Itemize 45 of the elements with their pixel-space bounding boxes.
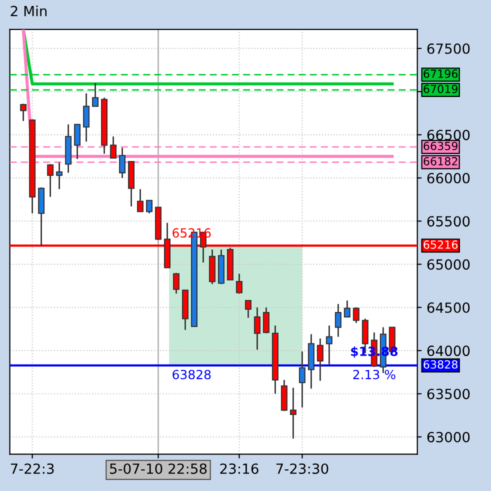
y-tick-label: 63500 [427,388,470,400]
candlestick [344,300,350,318]
ref-line-label: 67019 [424,84,458,94]
ref-line-label: 67196 [424,70,458,78]
candlestick [110,136,117,159]
candlestick [74,124,81,160]
annotation: 65216 [172,228,211,238]
candlestick [146,200,153,214]
candlestick [316,338,324,382]
annotation: 63828 [172,370,211,380]
x-tick-label: 7-22:3 [10,463,54,474]
y-tick-label: 67500 [427,43,470,54]
candlestick [244,300,252,318]
ref-line-label: 63828 [424,360,458,369]
x-tick-label: 7-23:30 [276,463,328,474]
y-tick-label: 63000 [427,432,470,442]
candlestick [47,163,54,198]
candlestick [92,82,99,107]
candlestick [262,306,270,334]
candlestick [137,188,144,212]
x-tick-label: 23:16 [220,463,258,474]
candlestick [119,147,126,179]
candlestick [352,306,360,324]
annotation: 2.13 % [353,370,396,380]
y-tick-label: 65500 [427,216,470,227]
candlestick [172,272,180,294]
x-tick-label: 5-07-10 22:58 [110,463,207,474]
y-tick-label: 64000 [427,346,470,356]
ref-line-label: 66359 [424,142,458,150]
candlestick [56,162,63,190]
chart-title: 2 Min [10,6,47,16]
y-tick-label: 66000 [427,172,470,184]
y-tick-label: 66500 [427,130,470,140]
candlestick [20,103,27,122]
y-tick-label: 65000 [427,259,470,270]
y-tick-label: 64500 [427,302,470,313]
candlestick [83,92,90,142]
candlestick [236,273,242,294]
candlestick [254,306,260,350]
candlestick [290,387,296,440]
candlestick [334,303,342,338]
candlestick [298,350,306,408]
ref-line-label: 66182 [424,157,458,166]
candlestick [326,324,332,366]
ref-line-label: 65216 [424,240,458,249]
